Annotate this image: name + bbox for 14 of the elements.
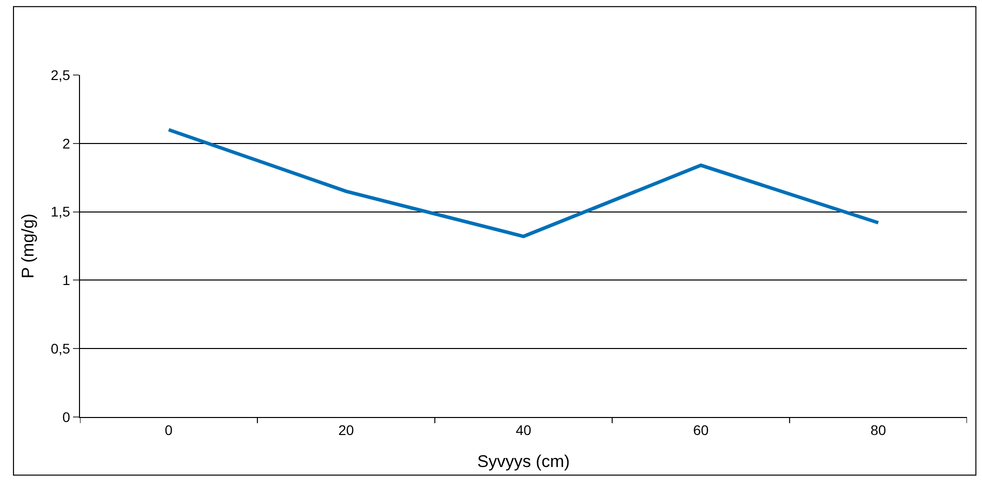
x-tick-label: 80 — [870, 422, 886, 438]
y-tick-label: 2,5 — [50, 66, 70, 83]
x-tick-label: 60 — [693, 422, 709, 438]
y-axis-title: P (mg/g) — [18, 214, 38, 278]
x-tick-label: 40 — [516, 422, 532, 438]
x-axis-title: Syvyys (cm) — [477, 452, 570, 472]
y-tick-label: 1 — [62, 272, 70, 288]
y-tick-label: 2 — [62, 135, 70, 152]
y-tick-label: 1,5 — [50, 204, 70, 220]
line-series — [166, 128, 880, 238]
y-tick-label: 0,5 — [50, 340, 70, 356]
x-tick-label: 0 — [164, 422, 173, 438]
y-tick-label: 0 — [62, 408, 70, 425]
x-tick-label: 20 — [338, 422, 354, 438]
